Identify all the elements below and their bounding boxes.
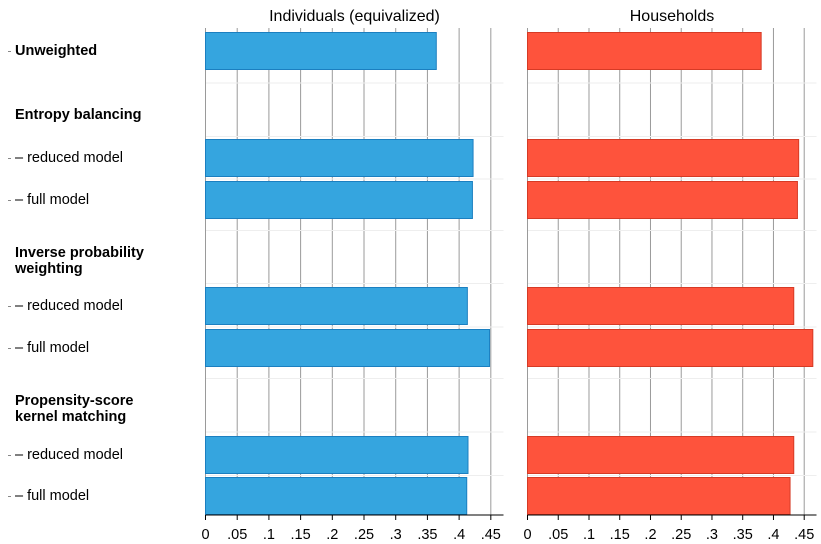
panel-individuals: 0 .05 .1 .15 .2 .25 .3 .35 .4 .45 Individuals (equ…	[201, 8, 504, 543]
row-tick	[8, 496, 11, 497]
x-tick-label: .2	[644, 527, 656, 543]
x-tick-label: .1	[263, 527, 275, 543]
panel-households: 0 .05 .1 .15 .2 .25 .3 .35 .4 .45 Households	[523, 8, 817, 543]
bar	[527, 436, 795, 474]
x-tick-label: .3	[390, 527, 402, 543]
bar	[205, 32, 437, 70]
bar	[527, 329, 814, 367]
row-tick	[8, 51, 11, 52]
x-tick-label: .4	[767, 527, 779, 543]
row-label: – reduced model	[15, 298, 124, 314]
panel-title: Households	[630, 8, 715, 25]
x-tick-label: .4	[453, 527, 465, 543]
row-label: Unweighted	[15, 43, 98, 59]
row-tick	[8, 306, 11, 307]
x-tick-label: .45	[794, 527, 814, 543]
row-tick	[8, 158, 11, 159]
x-tick-label: .25	[671, 527, 691, 543]
x-tick-label: .15	[610, 527, 630, 543]
bar	[527, 477, 791, 515]
bar	[205, 181, 473, 219]
x-tick-label: .05	[227, 527, 247, 543]
bar	[527, 139, 800, 177]
bar	[205, 436, 469, 474]
x-tick-label: 0	[523, 527, 531, 543]
x-tick-label: .15	[291, 527, 311, 543]
x-tick-label: .2	[326, 527, 338, 543]
panel-title: Individuals (equivalized)	[269, 8, 440, 25]
bar	[527, 32, 762, 70]
bar	[527, 181, 798, 219]
x-tick-label: .1	[583, 527, 595, 543]
x-tick-label: .25	[354, 527, 374, 543]
row-tick	[8, 455, 11, 456]
x-tick-label: .3	[706, 527, 718, 543]
x-tick-label: .05	[548, 527, 568, 543]
row-label: – full model	[15, 488, 90, 504]
x-tick-label: .35	[733, 527, 753, 543]
row-label: – reduced model	[15, 150, 124, 166]
row-tick	[8, 348, 11, 349]
x-tick-label: .35	[417, 527, 437, 543]
bar	[205, 139, 474, 177]
row-label: – full model	[15, 192, 90, 208]
row-label: Inverse probability weighting	[15, 245, 144, 277]
row-label: – reduced model	[15, 447, 124, 463]
row-label: Entropy balancing	[15, 107, 142, 123]
row-label: Propensity-score kernel matching	[15, 393, 134, 425]
x-tick-label: .45	[481, 527, 501, 543]
bar	[205, 287, 468, 325]
x-tick-label: 0	[201, 527, 209, 543]
row-label: – full model	[15, 340, 90, 356]
bar	[527, 287, 795, 325]
row-tick	[8, 200, 11, 201]
bar	[205, 329, 491, 367]
bar	[205, 477, 468, 515]
